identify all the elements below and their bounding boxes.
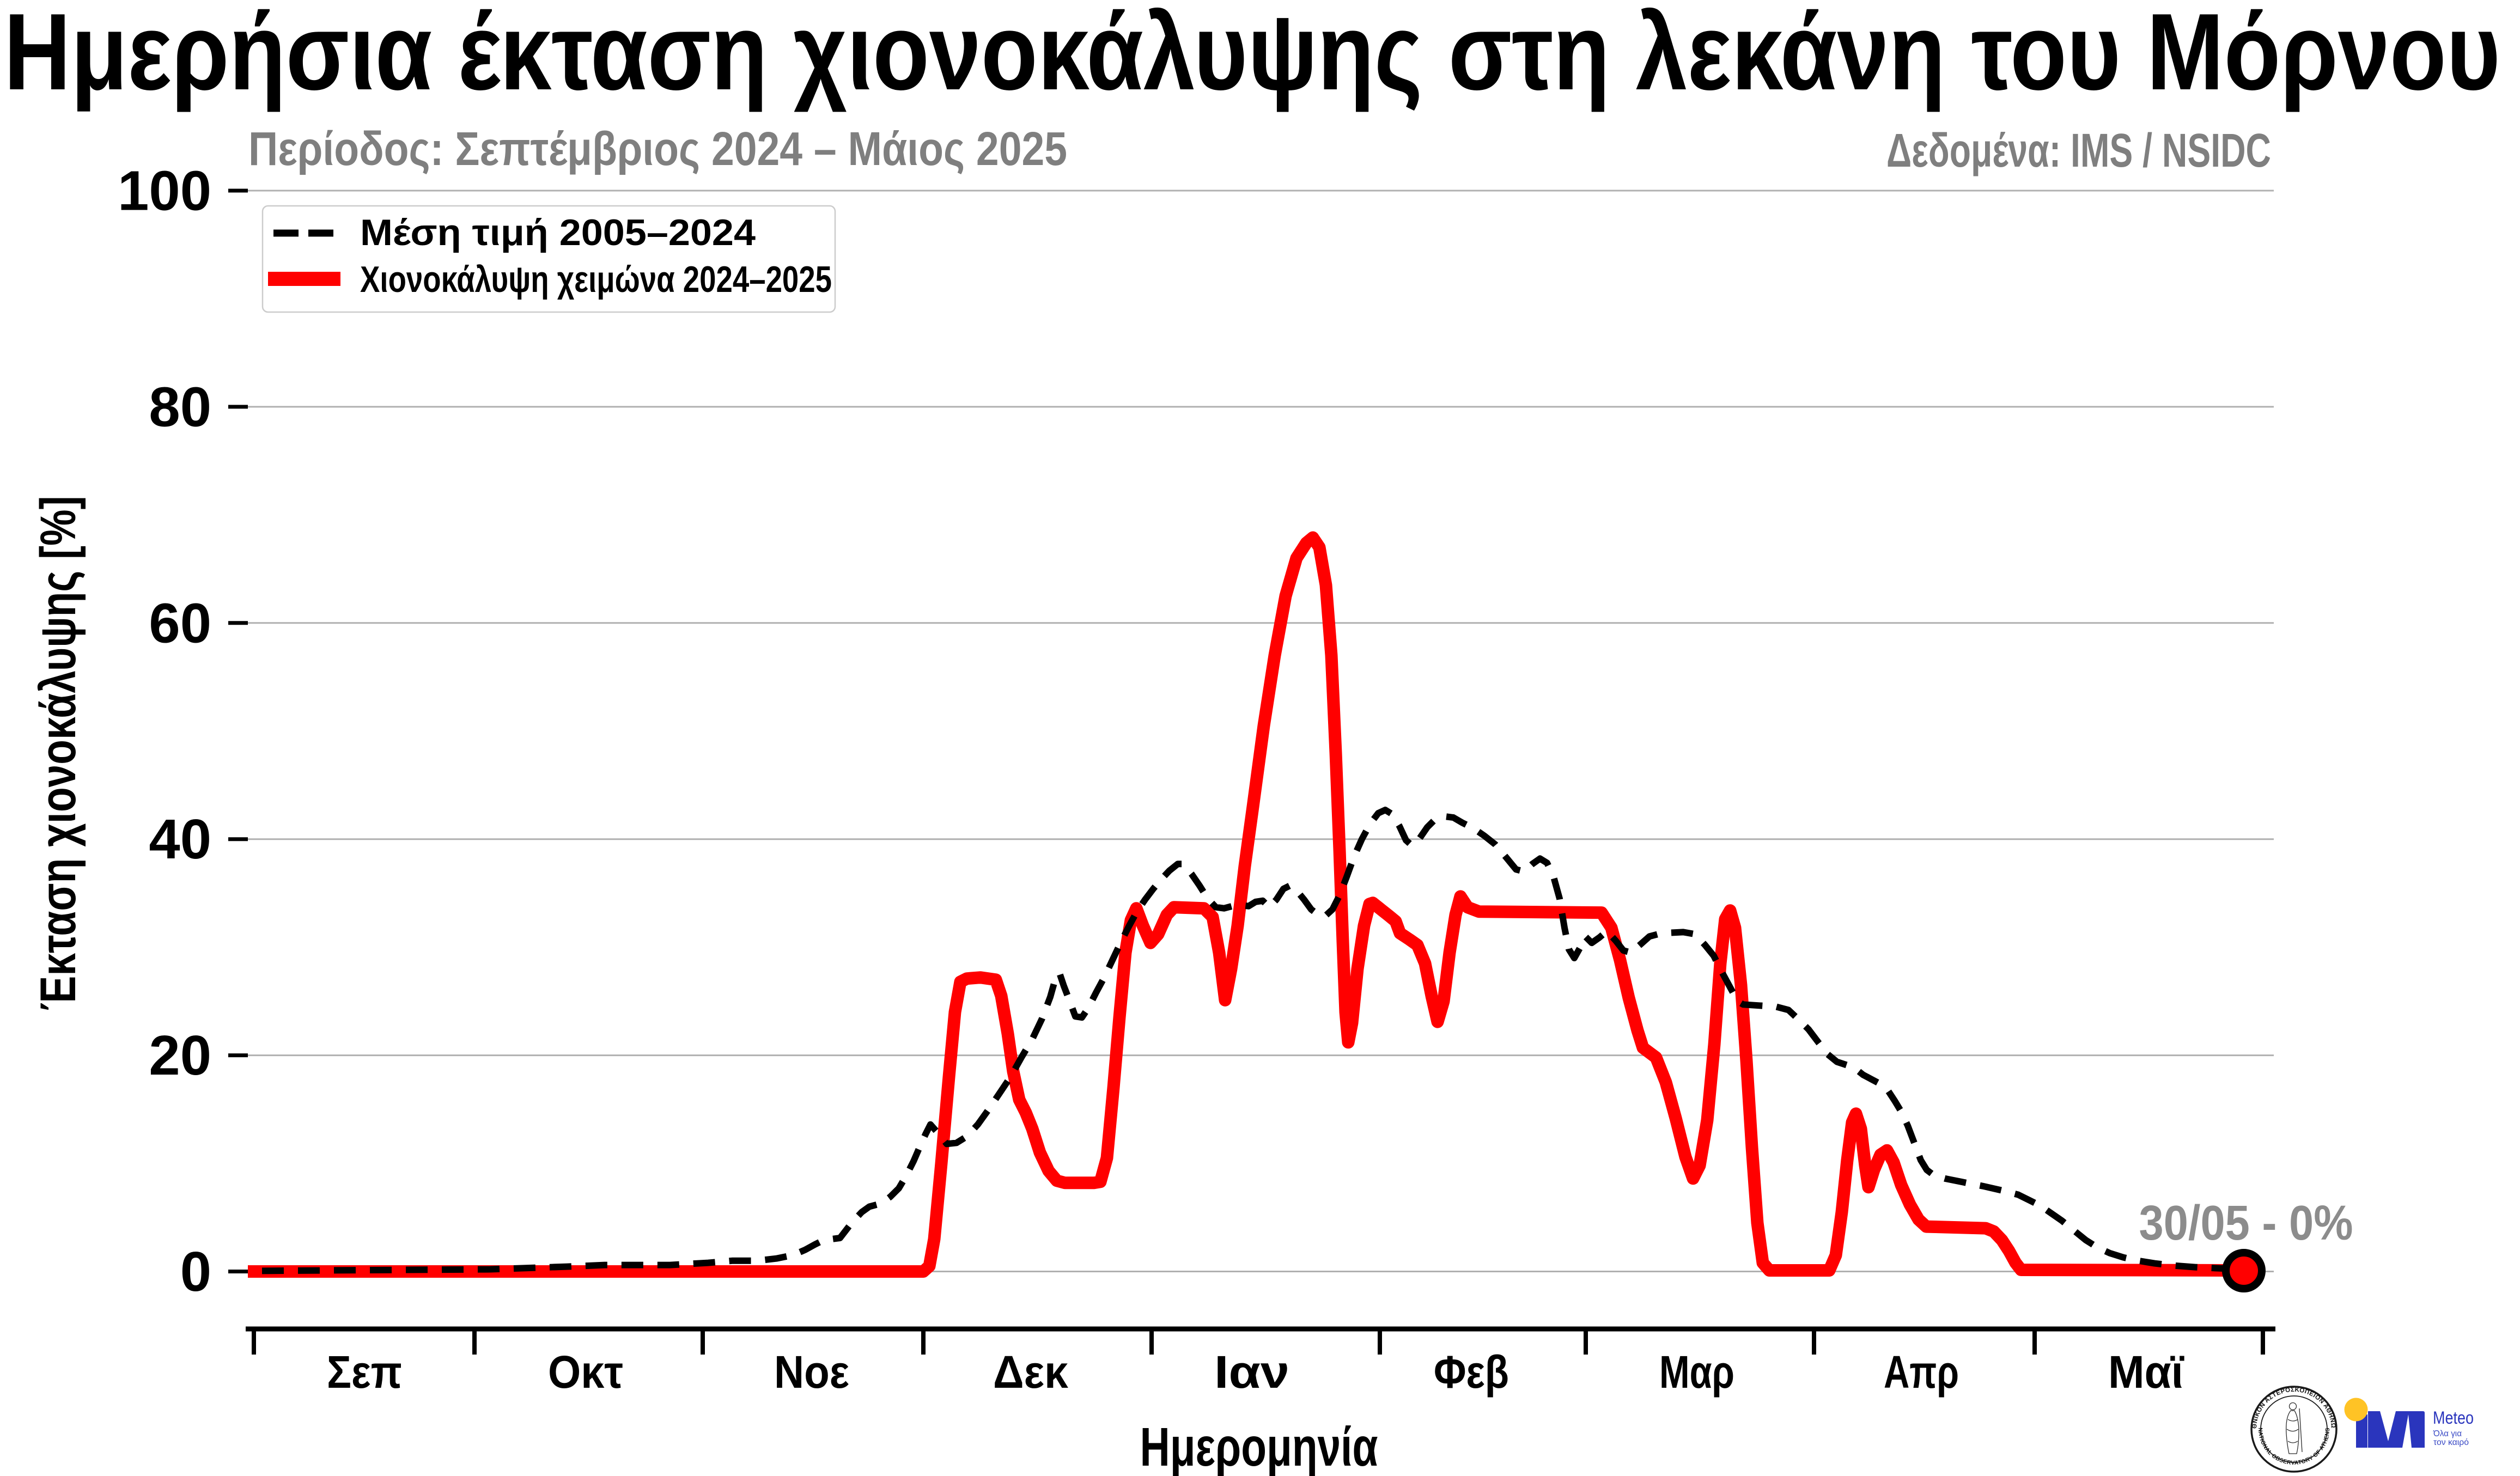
svg-text:Δεδομένα: IMS / NSIDC: Δεδομένα: IMS / NSIDC [1886, 124, 2271, 177]
svg-text:Ημερομηνία: Ημερομηνία [1140, 1417, 1378, 1476]
svg-text:20: 20 [149, 1024, 211, 1087]
svg-text:Χιονοκάλυψη χειμώνα 2024–2025: Χιονοκάλυψη χειμώνα 2024–2025 [360, 259, 832, 300]
svg-text:Περίοδος: Σεπτέμβριος 2024 – Μ: Περίοδος: Σεπτέμβριος 2024 – Μάιος 2025 [248, 123, 1067, 175]
svg-text:Φεβ: Φεβ [1434, 1346, 1509, 1398]
svg-text:Νοε: Νοε [774, 1346, 849, 1398]
svg-text:Μαϊ: Μαϊ [2108, 1346, 2185, 1398]
svg-text:Meteo: Meteo [2433, 1408, 2474, 1428]
svg-text:Ιαν: Ιαν [1214, 1346, 1289, 1398]
svg-text:0: 0 [180, 1240, 211, 1303]
svg-text:40: 40 [149, 808, 211, 870]
svg-text:Μαρ: Μαρ [1659, 1346, 1734, 1398]
svg-text:Οκτ: Οκτ [548, 1346, 623, 1398]
svg-text:60: 60 [149, 591, 211, 654]
svg-text:30/05 - 0%: 30/05 - 0% [2139, 1196, 2353, 1251]
svg-text:Μέση τιμή 2005–2024: Μέση τιμή 2005–2024 [360, 212, 756, 253]
svg-text:Έκταση χιονοκάλυψης [%]: Έκταση χιονοκάλυψης [%] [31, 496, 86, 1011]
svg-text:Ημερήσια έκταση χιονοκάλυψης σ: Ημερήσια έκταση χιονοκάλυψης στη λεκάνη … [4, 0, 2500, 113]
svg-text:Σεπ: Σεπ [327, 1346, 402, 1398]
svg-text:80: 80 [149, 375, 211, 438]
svg-text:100: 100 [118, 160, 211, 222]
svg-text:Όλα για: Όλα για [2433, 1429, 2462, 1438]
svg-text:τον καιρό: τον καιρό [2433, 1438, 2469, 1447]
svg-text:Απρ: Απρ [1884, 1346, 1959, 1398]
svg-text:Δεκ: Δεκ [993, 1346, 1068, 1398]
